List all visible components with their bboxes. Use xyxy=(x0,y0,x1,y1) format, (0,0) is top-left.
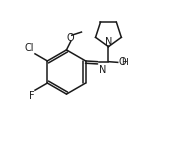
Text: F: F xyxy=(29,91,34,101)
Text: Cl: Cl xyxy=(25,43,34,53)
Text: O: O xyxy=(67,33,74,43)
Text: N: N xyxy=(99,65,107,75)
Text: N: N xyxy=(105,37,112,47)
Text: H: H xyxy=(121,58,128,67)
Text: O: O xyxy=(118,57,126,67)
